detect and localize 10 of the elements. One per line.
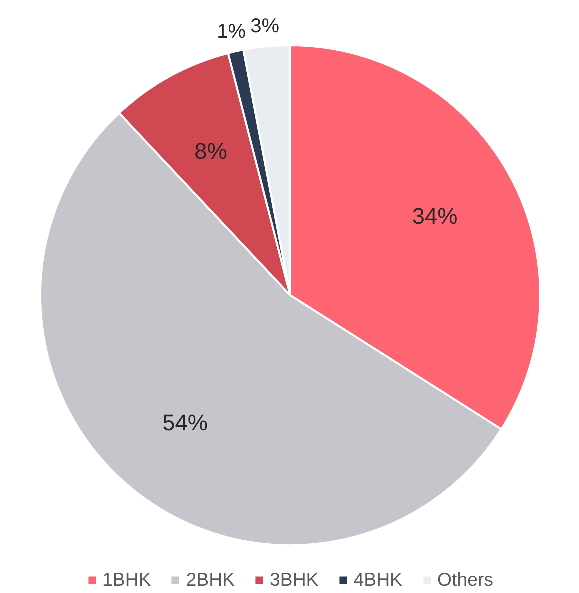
data-label: 8% <box>194 138 228 164</box>
data-label: 54% <box>162 410 208 436</box>
legend-label: 1BHK <box>102 569 152 591</box>
legend-label: 4BHK <box>354 569 402 591</box>
legend-label: 2BHK <box>186 569 235 591</box>
data-label: 34% <box>412 203 458 230</box>
legend-label: 3BHK <box>270 569 319 591</box>
legend-label: Others <box>438 569 494 591</box>
data-label: 3% <box>250 16 280 38</box>
data-label: 1% <box>217 21 246 43</box>
